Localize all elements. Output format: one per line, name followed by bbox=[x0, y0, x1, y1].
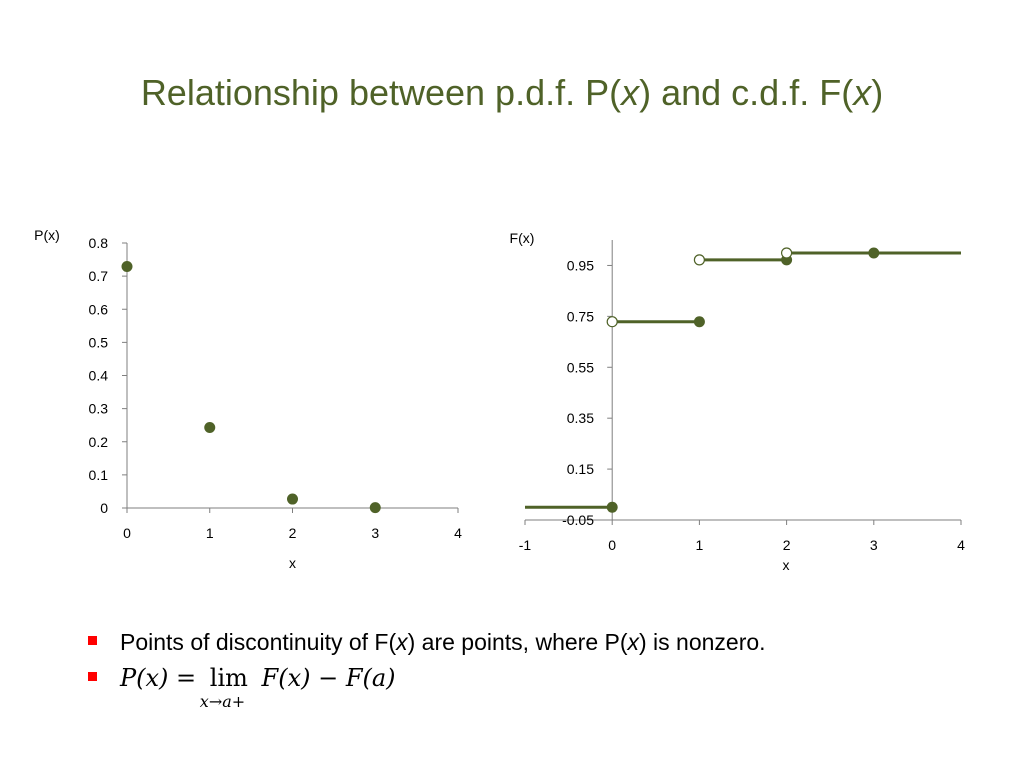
formula: P(x) = lim x→a+ F(x) − F(a) bbox=[120, 664, 396, 711]
bullet-item: Points of discontinuity of F(x) are poin… bbox=[88, 624, 988, 660]
x-tick-label: 2 bbox=[783, 537, 791, 553]
x-tick-label: 4 bbox=[454, 525, 462, 541]
title-part: Relationship between p.d.f. P( bbox=[140, 72, 622, 113]
y-tick-label: 0.7 bbox=[89, 268, 109, 284]
y-tick-label: 0.95 bbox=[567, 257, 594, 273]
y-tick-label: 0.5 bbox=[89, 334, 109, 350]
open-point bbox=[780, 247, 793, 259]
x-tick-label: 1 bbox=[206, 525, 214, 541]
title-part: ) and c.d.f. F( bbox=[639, 72, 854, 113]
x-tick-label: 0 bbox=[123, 525, 131, 541]
x-tick-label: 2 bbox=[289, 525, 297, 541]
y-tick-label: 0.8 bbox=[89, 235, 109, 251]
bullet-text: ) are points, where P( bbox=[407, 629, 628, 655]
title-var: x bbox=[853, 72, 872, 113]
y-tick-label: 0.4 bbox=[89, 368, 109, 384]
bullet-list: Points of discontinuity of F(x) are poin… bbox=[88, 624, 988, 711]
data-point bbox=[204, 422, 216, 434]
formula-lim: lim x→a+ bbox=[200, 660, 248, 711]
y-tick-label: 0.15 bbox=[567, 461, 594, 477]
formula-lim-sub: x→a+ bbox=[199, 692, 246, 711]
y-tick-label: 0.55 bbox=[567, 359, 594, 375]
x-axis-label: x bbox=[289, 555, 296, 571]
bullet-text: ) is nonzero. bbox=[639, 629, 766, 655]
x-tick-label: 0 bbox=[608, 537, 616, 553]
bullet-var: x bbox=[396, 629, 408, 655]
y-tick-label: 0.6 bbox=[89, 301, 109, 317]
x-axis-label: x bbox=[783, 557, 790, 573]
title-part: ) bbox=[871, 72, 884, 113]
bullet-item: P(x) = lim x→a+ F(x) − F(a) bbox=[88, 660, 988, 711]
closed-point bbox=[693, 316, 705, 328]
x-tick-label: -1 bbox=[519, 537, 532, 553]
open-point bbox=[693, 254, 706, 266]
x-tick-label: 4 bbox=[957, 537, 965, 553]
y-axis-label: P(x) bbox=[34, 227, 60, 243]
bullet-text: Points of discontinuity of F( bbox=[120, 629, 397, 655]
slide-title: Relationship between p.d.f. P(x) and c.d… bbox=[0, 72, 1024, 114]
closed-point bbox=[606, 501, 618, 513]
x-tick-label: 3 bbox=[371, 525, 379, 541]
charts-canvas: 0 0.1 0.2 0.3 0.4 0.5 0.6 0.7 0.8 0 1 2 3 4 P(x) x -0.05… bbox=[34, 227, 965, 573]
bullet-square-icon bbox=[88, 672, 97, 681]
title-var: x bbox=[621, 72, 640, 113]
y-axis-label: F(x) bbox=[510, 230, 535, 246]
data-point bbox=[121, 261, 133, 273]
open-point bbox=[606, 316, 618, 328]
data-point bbox=[369, 502, 381, 514]
formula-rhs: F(x) − F(a) bbox=[261, 664, 396, 692]
x-tick-label: 3 bbox=[870, 537, 878, 553]
y-tick-label: 0.35 bbox=[567, 410, 594, 426]
formula-lhs: P(x) = bbox=[120, 664, 197, 692]
y-tick-label: 0.75 bbox=[567, 308, 594, 324]
y-tick-label: 0.3 bbox=[89, 401, 109, 417]
y-tick-label: 0 bbox=[100, 500, 108, 516]
y-tick-label: -0.05 bbox=[562, 512, 594, 528]
bullet-square-icon bbox=[88, 636, 97, 645]
y-tick-label: 0.1 bbox=[89, 467, 109, 483]
closed-point bbox=[868, 247, 880, 259]
y-tick-label: 0.2 bbox=[89, 434, 109, 450]
data-point bbox=[287, 493, 298, 505]
x-tick-label: 1 bbox=[696, 537, 704, 553]
bullet-var: x bbox=[627, 629, 640, 655]
formula-lim-word: lim bbox=[209, 664, 248, 692]
